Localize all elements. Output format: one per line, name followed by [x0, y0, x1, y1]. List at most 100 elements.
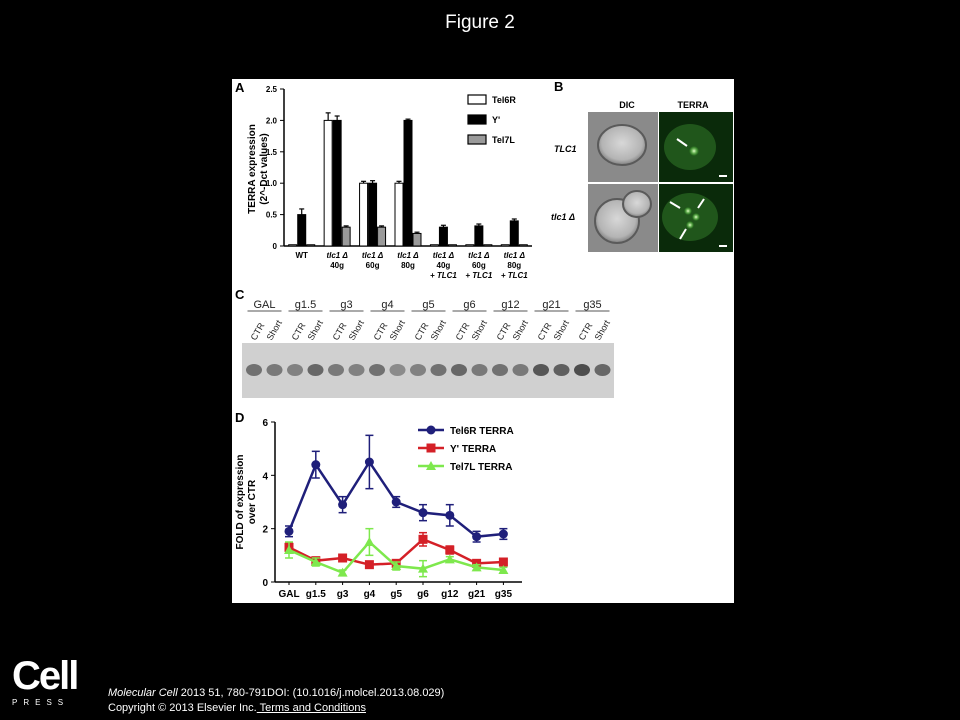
y-tick-label: 0	[262, 578, 268, 589]
bar	[465, 244, 475, 247]
bar	[429, 244, 439, 247]
lane-label: CTR	[331, 321, 349, 342]
x-tick-label: tlc1 Δ	[504, 251, 526, 260]
x-tick-label: WT	[295, 251, 308, 260]
cell-glow	[662, 193, 718, 241]
blot-band	[574, 364, 590, 376]
y-tick-label: 1.0	[266, 179, 278, 188]
data-point	[284, 545, 294, 554]
legend-label: Tel7L TERRA	[450, 462, 512, 473]
group-label: g3	[340, 299, 352, 311]
legend-marker	[426, 443, 436, 453]
data-point	[364, 560, 374, 570]
legend-label: Tel6R	[492, 95, 516, 105]
bar	[377, 226, 387, 247]
data-point	[338, 500, 348, 510]
blot-band	[451, 364, 467, 376]
terms-link[interactable]: Terms and Conditions	[256, 702, 366, 714]
citation-copyright: Copyright © 2013 Elsevier Inc.	[108, 702, 257, 714]
y-axis-label: FOLD of expression	[235, 454, 246, 549]
cell-glow	[664, 124, 716, 170]
bar	[500, 244, 510, 247]
bar	[474, 225, 484, 247]
blot-band	[410, 364, 426, 376]
blot-band	[369, 364, 385, 376]
lane-label: Short	[470, 318, 490, 342]
x-tick-label: 60g	[472, 261, 486, 270]
data-point	[364, 457, 374, 467]
blot-band	[430, 364, 447, 376]
arrow-icon	[676, 138, 688, 147]
lane-label: CTR	[372, 321, 390, 342]
cell-press-logo: Cell PRESS	[12, 654, 80, 707]
group-label: g35	[583, 299, 601, 311]
x-tick-label: g21	[468, 589, 486, 600]
x-tick-label: g35	[495, 589, 513, 600]
x-tick-label: tlc1 Δ	[397, 251, 419, 260]
data-point	[364, 537, 375, 546]
terra-focus	[686, 221, 694, 229]
data-point	[337, 567, 348, 577]
lane-label: Short	[552, 318, 572, 342]
data-point	[498, 565, 509, 574]
terra-focus	[684, 207, 692, 215]
panel-a-bar-chart: 0 0.5 1.0 1.5 2.0 2.5 TERRA expression (2^-Dct …	[247, 85, 532, 280]
x-tick-label: g5	[390, 589, 402, 600]
figure-panel: A B C D 0 0.5 1.0 1.5 2.0 2.5 TERRA expression…	[232, 79, 734, 603]
legend-label: Tel6R TERRA	[450, 426, 514, 437]
lane-label: CTR	[249, 321, 267, 342]
x-tick-label: GAL	[278, 589, 299, 600]
logo-sub: PRESS	[12, 698, 70, 707]
x-tick-label: 80g	[507, 261, 521, 270]
blot-band	[307, 364, 324, 376]
panel-label-b: B	[554, 79, 563, 94]
lane-label: Short	[593, 318, 613, 342]
lane-label: Short	[265, 318, 285, 342]
blot-band	[594, 364, 611, 376]
x-tick-label: g3	[337, 589, 349, 600]
y-tick-label: 4	[262, 471, 268, 482]
yeast-cell	[597, 124, 647, 166]
bar	[438, 226, 448, 247]
legend-label: Tel7L	[492, 135, 515, 145]
panel-b-microscopy: DIC TERRA TLC1 tlc1 Δ	[551, 100, 733, 252]
blot-band	[533, 364, 549, 376]
terra-focus	[692, 213, 700, 221]
lane-label: Short	[388, 318, 408, 342]
blot-band	[266, 364, 283, 376]
legend-label: Y'	[492, 115, 500, 125]
bar	[341, 226, 351, 247]
figure-svg: A B C D 0 0.5 1.0 1.5 2.0 2.5 TERRA expression…	[235, 79, 733, 600]
row-label-tlc1: TLC1	[554, 144, 577, 154]
bar	[509, 220, 519, 247]
group-label: g6	[463, 299, 475, 311]
blot-membrane	[242, 343, 614, 398]
group-label: g1.5	[295, 299, 316, 311]
panel-label-c: C	[235, 287, 245, 302]
bar	[518, 244, 528, 247]
bar	[368, 182, 378, 247]
data-point	[445, 545, 455, 555]
x-tick-label: 40g	[437, 261, 451, 270]
blot-band	[328, 364, 344, 376]
bar	[288, 244, 298, 247]
y-tick-label: 1.5	[266, 148, 278, 157]
y-tick-label: 0	[273, 242, 278, 251]
data-point	[310, 557, 321, 566]
y-tick-label: 2	[262, 525, 268, 536]
lane-label: Short	[511, 318, 531, 342]
panel-label-d: D	[235, 410, 244, 425]
data-point	[418, 534, 428, 544]
citation-journal: Molecular Cell	[108, 687, 178, 699]
y-axis-label: (2^-Dct values)	[259, 133, 270, 204]
data-point	[498, 529, 508, 539]
citation: Molecular Cell 2013 51, 780-791DOI: (10.…	[108, 686, 444, 716]
legend-marker	[426, 461, 436, 470]
logo-word: Cell	[12, 654, 79, 698]
data-point	[445, 510, 455, 520]
data-point	[391, 561, 402, 570]
y-tick-label: 2.5	[266, 85, 278, 94]
data-point	[391, 497, 401, 507]
citation-ref: 2013 51, 780-791DOI: (10.1016/j.molcel.2…	[177, 687, 445, 699]
blot-band	[287, 364, 303, 376]
